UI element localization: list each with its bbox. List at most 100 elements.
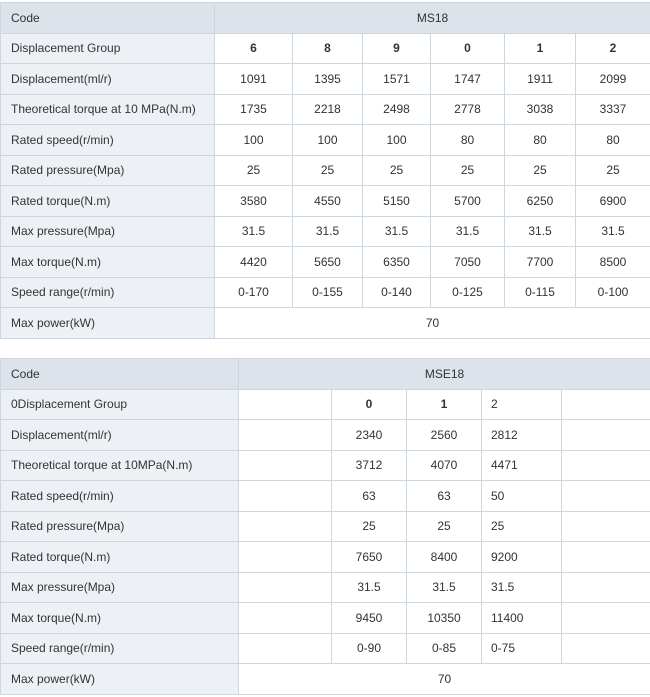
table-cell: 5700 — [430, 185, 505, 217]
row-label: Theoretical torque at 10MPa(N.m) — [0, 449, 239, 481]
table-cell — [238, 602, 332, 634]
table-cell — [238, 510, 332, 542]
table-cell: 10350 — [406, 602, 482, 634]
table-cell: 3038 — [504, 93, 576, 125]
table-cell — [238, 419, 332, 451]
table-cell: 1911 — [504, 63, 576, 95]
row-label: Max pressure(Mpa) — [0, 215, 215, 247]
table-cell: 7650 — [331, 541, 407, 573]
table-cell: 9450 — [331, 602, 407, 634]
row-label: Speed range(r/min) — [0, 276, 215, 308]
model-name: MS18 — [213, 2, 650, 34]
table-cell — [238, 571, 332, 603]
table-cell: 80 — [430, 124, 505, 156]
table-row: 0Displacement Group 0 1 2 — [0, 388, 650, 420]
table-cell — [238, 449, 332, 481]
table-cell: 31.5 — [406, 571, 482, 603]
code-label: Code — [0, 358, 239, 390]
table-cell: 0 — [331, 388, 407, 420]
row-label: Speed range(r/min) — [0, 632, 239, 664]
table-cell: 8400 — [406, 541, 482, 573]
table-cell: 5650 — [292, 246, 363, 278]
table-cell: 25 — [362, 154, 431, 186]
table-cell: 2498 — [362, 93, 431, 125]
mse18-header-row: Code MSE18 — [0, 358, 650, 390]
table-cell — [560, 571, 650, 603]
table-row: Displacement(ml/r) 1091 1395 1571 1747 1… — [0, 63, 650, 95]
table-row: Speed range(r/min) 0-170 0-155 0-140 0-1… — [0, 276, 650, 308]
table-cell — [238, 480, 332, 512]
table-cell: 63 — [331, 480, 407, 512]
row-label: Displacement(ml/r) — [0, 63, 215, 95]
table-cell: 31.5 — [362, 215, 431, 247]
table-cell: 25 — [481, 510, 562, 542]
row-label: Max power(kW) — [0, 307, 215, 339]
row-label: Max pressure(Mpa) — [0, 571, 239, 603]
table-cell: 7700 — [504, 246, 576, 278]
mse18-spec-table: Code MSE18 0Displacement Group 0 1 2 Dis… — [0, 358, 650, 695]
table-cell — [238, 541, 332, 573]
table-cell: 1 — [406, 388, 482, 420]
table-row: Displacement(ml/r) 2340 2560 2812 — [0, 419, 650, 451]
table-cell: 4070 — [406, 449, 482, 481]
table-cell: 4420 — [214, 246, 293, 278]
row-label: Rated speed(r/min) — [0, 480, 239, 512]
table-cell: 2218 — [292, 93, 363, 125]
row-label: Rated torque(N.m) — [0, 541, 239, 573]
table-cell: 31.5 — [331, 571, 407, 603]
table-cell — [560, 510, 650, 542]
table-cell: 31.5 — [430, 215, 505, 247]
table-cell: 63 — [406, 480, 482, 512]
table-cell: 31.5 — [574, 215, 650, 247]
table-cell — [560, 388, 650, 420]
table-cell: 1091 — [214, 63, 293, 95]
table-row: Rated torque(N.m) 3580 4550 5150 5700 62… — [0, 185, 650, 217]
table-cell: 31.5 — [292, 215, 363, 247]
table-cell: 3580 — [214, 185, 293, 217]
table-cell — [238, 388, 332, 420]
row-label: Displacement Group — [0, 32, 215, 64]
row-label: Rated pressure(Mpa) — [0, 510, 239, 542]
table-cell: 3712 — [331, 449, 407, 481]
row-label: Rated pressure(Mpa) — [0, 154, 215, 186]
table-cell — [560, 632, 650, 664]
table-cell — [560, 480, 650, 512]
row-label: Theoretical torque at 10 MPa(N.m) — [0, 93, 215, 125]
table-row: Rated torque(N.m) 7650 8400 9200 — [0, 541, 650, 573]
table-row: Theoretical torque at 10MPa(N.m) 3712 40… — [0, 449, 650, 481]
table-cell: 9200 — [481, 541, 562, 573]
table-cell: 0-170 — [214, 276, 293, 308]
row-label: Max torque(N.m) — [0, 246, 215, 278]
table-cell: 0-85 — [406, 632, 482, 664]
table-cell: 3337 — [574, 93, 650, 125]
table-cell: 25 — [504, 154, 576, 186]
table-cell: 25 — [214, 154, 293, 186]
table-cell: 31.5 — [504, 215, 576, 247]
table-cell: 2099 — [574, 63, 650, 95]
table-cell: 0-115 — [504, 276, 576, 308]
table-cell — [238, 632, 332, 664]
max-power-value: 70 — [213, 307, 650, 339]
table-cell: 0-155 — [292, 276, 363, 308]
table-cell: 0-90 — [331, 632, 407, 664]
table-cell: 2340 — [331, 419, 407, 451]
table-cell: 6900 — [574, 185, 650, 217]
table-cell — [560, 541, 650, 573]
table-cell: 0-140 — [362, 276, 431, 308]
table-row: Max torque(N.m) 4420 5650 6350 7050 7700… — [0, 246, 650, 278]
table-row: Speed range(r/min) 0-90 0-85 0-75 — [0, 632, 650, 664]
table-cell: 80 — [504, 124, 576, 156]
table-row: Max pressure(Mpa) 31.5 31.5 31.5 31.5 31… — [0, 215, 650, 247]
table-cell: 6250 — [504, 185, 576, 217]
code-label: Code — [0, 2, 215, 34]
table-cell: 80 — [574, 124, 650, 156]
table-row: Rated pressure(Mpa) 25 25 25 — [0, 510, 650, 542]
table-cell: 4550 — [292, 185, 363, 217]
table-cell: 31.5 — [214, 215, 293, 247]
table-cell: 1395 — [292, 63, 363, 95]
table-cell: 8 — [292, 32, 363, 64]
table-cell: 100 — [214, 124, 293, 156]
table-cell: 6350 — [362, 246, 431, 278]
max-power-value: 70 — [237, 663, 650, 695]
row-label: Displacement(ml/r) — [0, 419, 239, 451]
